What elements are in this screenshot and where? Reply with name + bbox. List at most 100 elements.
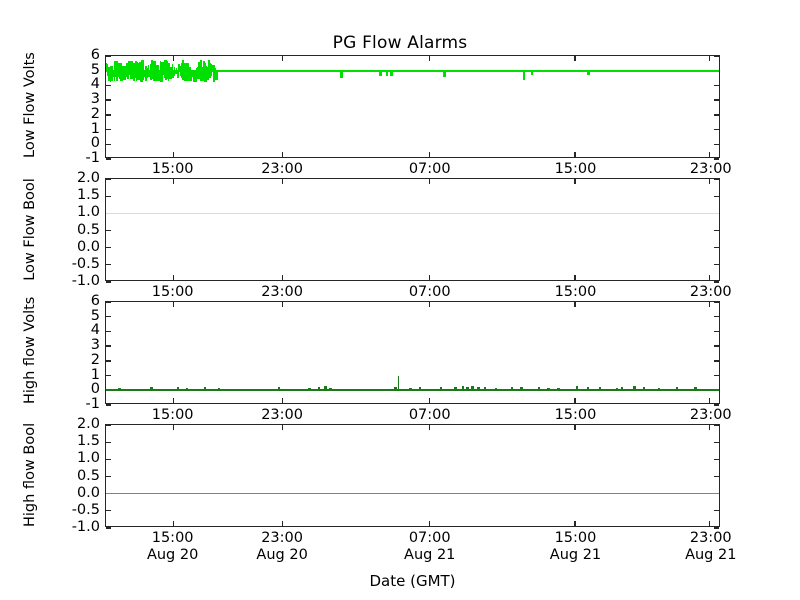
x-tick-mark	[172, 398, 175, 403]
y-tick-mark	[106, 374, 111, 377]
noise-marker	[149, 63, 153, 71]
subplot-4	[105, 424, 720, 529]
noise-marker	[140, 60, 145, 71]
y-tick-label: 1.5	[76, 187, 100, 204]
y-tick-mark	[106, 330, 111, 333]
noise-marker	[202, 70, 206, 82]
plot-area	[106, 56, 719, 157]
series-baseline	[106, 212, 719, 215]
y-tick-mark	[714, 264, 719, 266]
y-tick-mark	[106, 84, 111, 87]
data-spike	[385, 70, 388, 76]
noise-marker	[207, 60, 210, 71]
noise-marker	[202, 61, 205, 71]
data-spike	[461, 386, 464, 391]
y-tick-label: 0.0	[76, 238, 100, 255]
data-spike	[418, 387, 422, 391]
x-tick-date: Aug 21	[404, 547, 456, 563]
noise-marker	[121, 66, 125, 71]
noise-marker	[178, 67, 182, 71]
y-tick-label: -1.0	[71, 519, 100, 535]
data-series	[106, 179, 719, 280]
data-spike	[575, 385, 578, 391]
noise-marker	[186, 70, 190, 80]
x-tick-mark	[429, 425, 431, 430]
subplot-3	[105, 301, 720, 406]
y-tick-mark	[714, 330, 719, 333]
y-tick-mark	[714, 360, 719, 362]
y-tick-mark	[714, 510, 719, 512]
x-tick-mark	[172, 521, 175, 526]
data-spike	[440, 386, 443, 391]
y-tick-label: -0.5	[71, 255, 100, 272]
y-tick-mark	[106, 424, 111, 426]
y-tick-label: 4	[90, 322, 100, 339]
x-tick-mark	[281, 179, 284, 184]
noise-marker	[171, 70, 173, 77]
noise-marker	[185, 62, 189, 71]
x-tick-time: 15:00	[554, 284, 597, 300]
data-spike	[340, 70, 343, 79]
data-spike	[616, 387, 619, 391]
x-tick-mark	[574, 302, 576, 307]
x-tick-mark	[709, 152, 711, 157]
y-tick-label: 0	[90, 381, 100, 398]
x-tick-time: 15:00	[554, 407, 597, 423]
x-tick-mark	[574, 152, 576, 157]
noise-marker	[195, 67, 199, 71]
noise-marker	[145, 70, 149, 78]
data-spike	[443, 70, 446, 78]
subplot-2	[105, 178, 720, 283]
series-baseline	[106, 492, 719, 495]
x-tick-mark	[429, 398, 431, 403]
x-tick-time: 23:00	[261, 530, 303, 546]
y-tick-label: 0.0	[76, 484, 100, 501]
y-tick-label: -1.0	[71, 273, 100, 289]
x-tick-mark	[429, 56, 431, 61]
noise-marker	[160, 62, 164, 71]
y-tick-mark	[106, 128, 111, 131]
noise-marker	[183, 70, 187, 77]
x-tick-time: 23:00	[689, 407, 732, 423]
y-tick-mark	[714, 458, 719, 460]
y-tick-mark	[106, 158, 111, 160]
y-tick-mark	[714, 345, 719, 347]
y-tick-label: 2	[90, 105, 100, 122]
noise-marker	[201, 70, 204, 73]
x-tick-mark	[574, 179, 576, 184]
x-tick-mark	[281, 302, 284, 307]
data-spike	[308, 387, 311, 391]
noise-marker	[114, 70, 119, 77]
noise-marker	[176, 70, 180, 78]
noise-marker	[117, 70, 122, 76]
y-tick-label: -1	[85, 150, 100, 166]
noise-marker	[110, 70, 113, 81]
x-tick-mark	[429, 152, 431, 157]
noise-marker	[135, 70, 138, 81]
y-tick-mark	[106, 264, 111, 266]
y-tick-mark	[106, 510, 111, 512]
noise-marker	[150, 70, 154, 77]
noise-marker	[107, 70, 110, 79]
x-tick-mark	[172, 56, 175, 61]
x-tick-mark	[172, 152, 175, 157]
x-tick-mark	[429, 275, 431, 280]
y-tick-mark	[714, 424, 719, 426]
x-tick-time: 07:00	[408, 407, 451, 423]
noise-marker	[206, 70, 209, 77]
data-spike	[390, 70, 393, 76]
data-spike	[586, 387, 589, 391]
data-spike	[318, 386, 321, 391]
data-spike	[324, 386, 327, 391]
noise-marker	[195, 70, 197, 82]
noise-marker	[216, 70, 218, 80]
